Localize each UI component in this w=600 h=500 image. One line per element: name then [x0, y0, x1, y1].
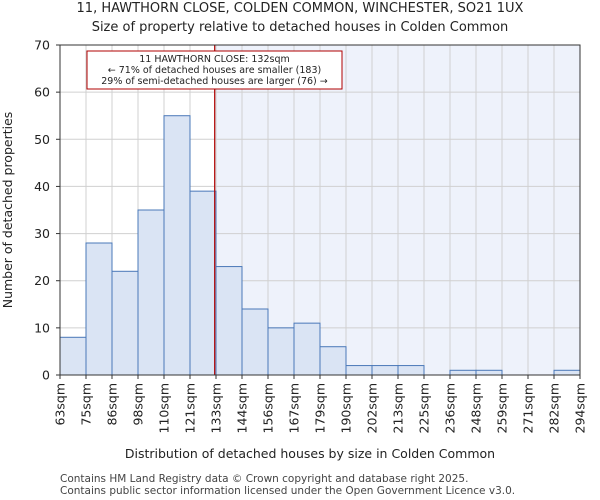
x-tick-label: 259sqm: [495, 383, 510, 433]
footer-line-1: Contains HM Land Registry data © Crown c…: [60, 473, 468, 485]
bar-156sqm: [267, 327, 295, 376]
bar-179sqm: [319, 346, 347, 376]
bar-133sqm: [215, 266, 243, 376]
x-tick-label: 144sqm: [235, 383, 250, 433]
annotation-box: [86, 50, 343, 90]
chart-subtitle: Size of property relative to detached ho…: [92, 20, 509, 35]
x-tick-label: 190sqm: [339, 383, 354, 433]
x-tick-label: 133sqm: [209, 383, 224, 433]
bar-236sqm: [449, 369, 477, 376]
y-tick-label: 50: [34, 132, 50, 147]
x-axis-label: Distribution of detached houses by size …: [125, 446, 495, 461]
y-tick-label: 70: [34, 38, 50, 53]
y-axis-label: Number of detached properties: [0, 112, 15, 309]
chart-title: 11, HAWTHORN CLOSE, COLDEN COMMON, WINCH…: [77, 1, 524, 16]
x-tick-label: 98sqm: [131, 383, 146, 426]
annotation-line-3: 29% of semi-detached houses are larger (…: [101, 76, 328, 87]
y-tick-labels: 0 10 20 30 40 50 60 70: [34, 38, 60, 383]
bar-121sqm: [189, 190, 217, 376]
bars: [59, 115, 581, 376]
y-tick-label: 60: [34, 85, 50, 100]
annotation-line-2: ← 71% of detached houses are smaller (18…: [108, 65, 321, 76]
highlight-region: [214, 45, 580, 375]
bar-167sqm: [293, 322, 321, 376]
y-tick-label: 30: [34, 226, 50, 241]
x-tick-label: 248sqm: [469, 383, 484, 433]
x-tick-label: 167sqm: [287, 383, 302, 433]
x-tick-labels: 63sqm 75sqm 86sqm 98sqm 110sqm 121sqm 133sqm 14…: [53, 375, 588, 433]
annotation-line-1: 11 HAWTHORN CLOSE: 132sqm: [139, 54, 289, 65]
x-tick-label: 282sqm: [547, 383, 562, 433]
x-tick-label: 202sqm: [365, 383, 380, 433]
bar-63sqm: [59, 336, 87, 376]
x-tick-label: 213sqm: [391, 383, 406, 433]
y-tick-label: 40: [34, 179, 50, 194]
bar-248sqm: [475, 369, 503, 376]
y-tick-label: 0: [42, 368, 50, 383]
x-tick-label: 156sqm: [261, 383, 276, 433]
x-tick-label: 86sqm: [105, 383, 120, 426]
x-tick-label: 110sqm: [157, 383, 172, 433]
x-tick-label: 271sqm: [521, 383, 536, 433]
bar-86sqm: [111, 270, 139, 376]
bar-144sqm: [241, 308, 269, 376]
bar-202sqm: [371, 365, 399, 376]
x-tick-label: 294sqm: [573, 383, 588, 433]
x-tick-label: 179sqm: [313, 383, 328, 433]
bar-282sqm: [553, 369, 581, 376]
bar-190sqm: [345, 365, 373, 376]
x-tick-label: 75sqm: [79, 383, 94, 426]
footer-line-2: Contains public sector information licen…: [60, 485, 515, 497]
y-tick-label: 10: [34, 320, 50, 335]
y-tick-label: 20: [34, 273, 50, 288]
x-tick-label: 63sqm: [53, 383, 68, 426]
bar-110sqm: [163, 115, 191, 376]
x-tick-label: 121sqm: [183, 383, 198, 433]
bar-213sqm: [397, 365, 425, 376]
x-tick-label: 225sqm: [417, 383, 432, 433]
bar-98sqm: [137, 209, 165, 376]
x-tick-label: 236sqm: [443, 383, 458, 433]
bar-75sqm: [85, 242, 113, 376]
